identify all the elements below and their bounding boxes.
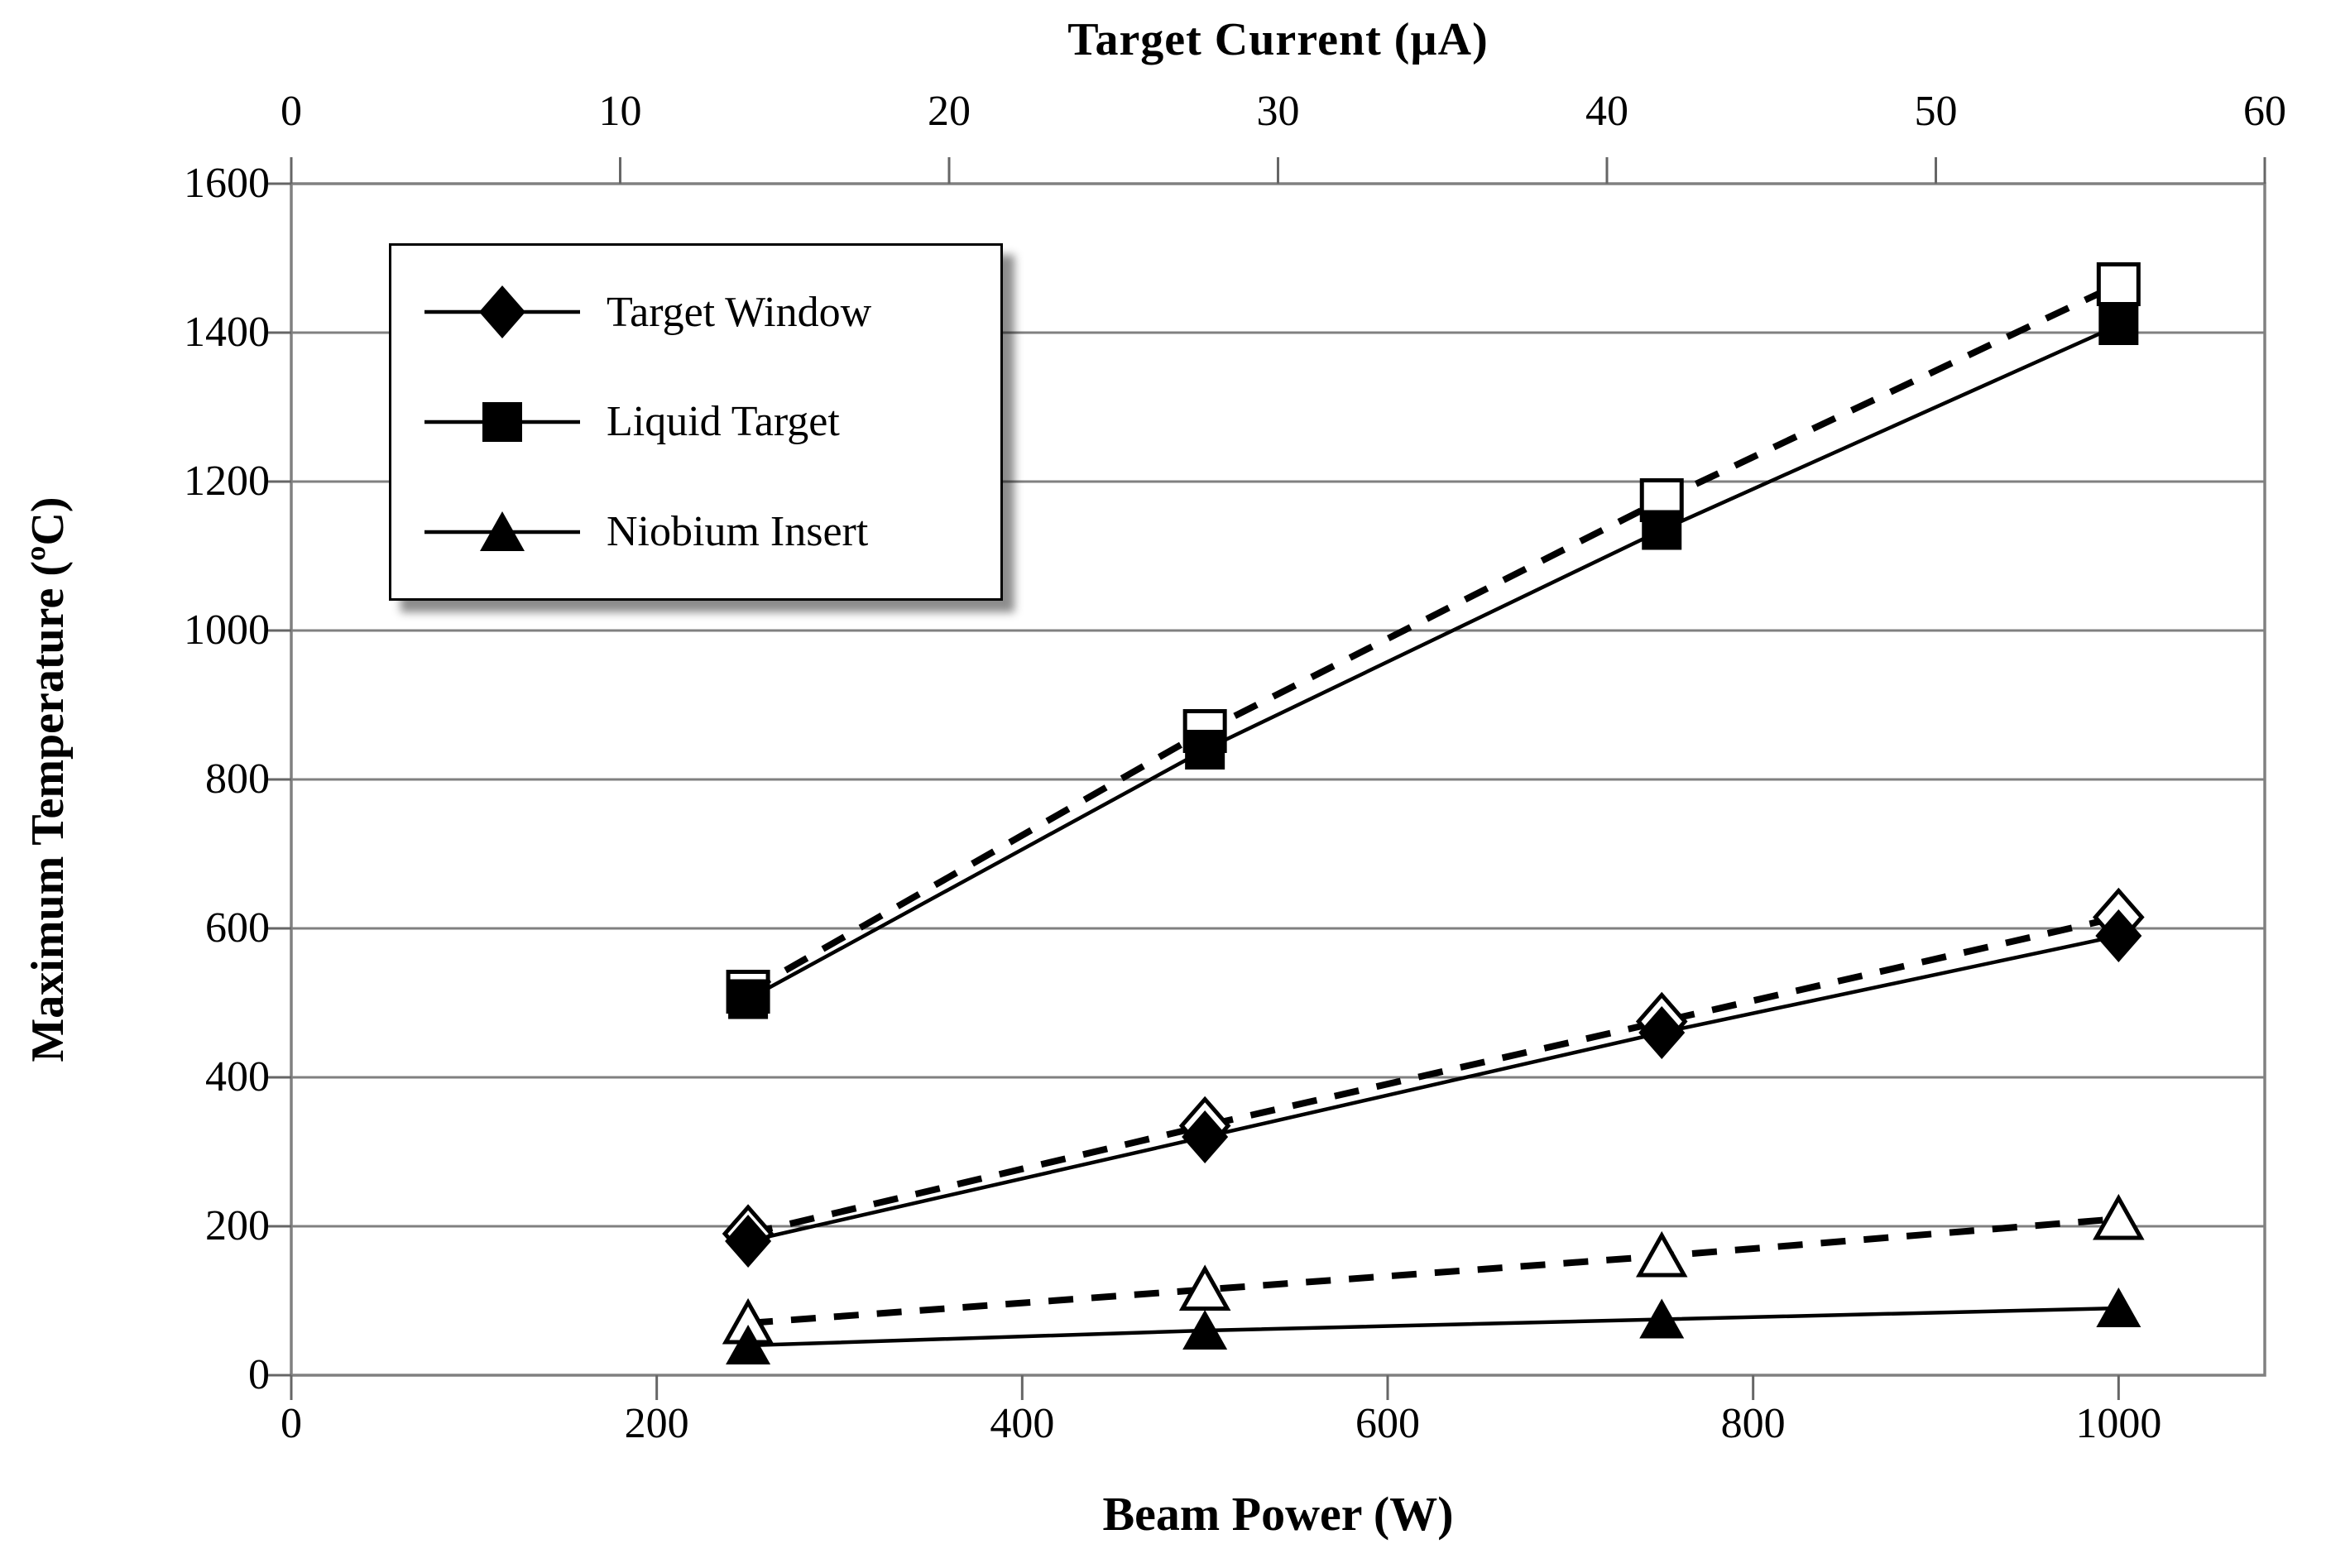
legend-entry-target-window: Target Window	[420, 282, 992, 342]
top-tick-label: 50	[1914, 88, 1958, 135]
legend-label: Niobium Insert	[607, 508, 869, 556]
legend-label: Target Window	[607, 288, 872, 336]
left-tick-label: 0	[248, 1351, 270, 1398]
top-tick-label: 30	[1256, 88, 1300, 135]
y-axis-title: Maximum Temperature (ºC)	[22, 496, 74, 1062]
top-tick-label: 0	[281, 88, 302, 135]
left-tick-label: 600	[205, 904, 270, 952]
x-axis-title: Beam Power (W)	[1102, 1487, 1454, 1541]
bottom-tick-label: 800	[1720, 1400, 1786, 1447]
series-target-window-dashed-	[722, 887, 2145, 1264]
left-tick-label: 1600	[184, 160, 270, 207]
legend-entry-niobium-insert: Niobium Insert	[420, 502, 992, 562]
top-tick-label: 10	[598, 88, 642, 135]
top-tick-label: 40	[1585, 88, 1628, 135]
triangle-marker-icon	[424, 511, 580, 551]
legend: Target Window Liquid Target Niobium Inse…	[389, 243, 1003, 601]
bottom-tick-label: 600	[1355, 1400, 1420, 1447]
top-axis-title: Target Current (µA)	[1067, 14, 1489, 65]
left-tick-label: 800	[205, 755, 270, 803]
square-marker-icon	[424, 401, 580, 442]
left-tick-label: 400	[205, 1053, 270, 1100]
bottom-tick-label: 400	[990, 1400, 1055, 1447]
bottom-tick-label: 0	[281, 1400, 302, 1447]
left-tick-label: 1000	[184, 607, 270, 654]
series-niobium-insert	[726, 1287, 2141, 1364]
legend-label: Liquid Target	[607, 398, 840, 446]
diamond-marker-icon	[424, 285, 580, 339]
series-niobium-insert-dashed-	[722, 1193, 2145, 1345]
series-liquid-target	[728, 305, 2139, 1019]
left-tick-label: 1200	[184, 458, 270, 505]
series-target-window	[725, 909, 2142, 1268]
top-tick-label: 20	[928, 88, 971, 135]
top-tick-label: 60	[2243, 88, 2286, 135]
bottom-tick-label: 200	[624, 1400, 689, 1447]
left-tick-label: 200	[205, 1202, 270, 1249]
bottom-tick-label: 1000	[2075, 1400, 2162, 1447]
left-tick-label: 1400	[184, 309, 270, 356]
legend-entry-liquid-target: Liquid Target	[420, 392, 992, 452]
